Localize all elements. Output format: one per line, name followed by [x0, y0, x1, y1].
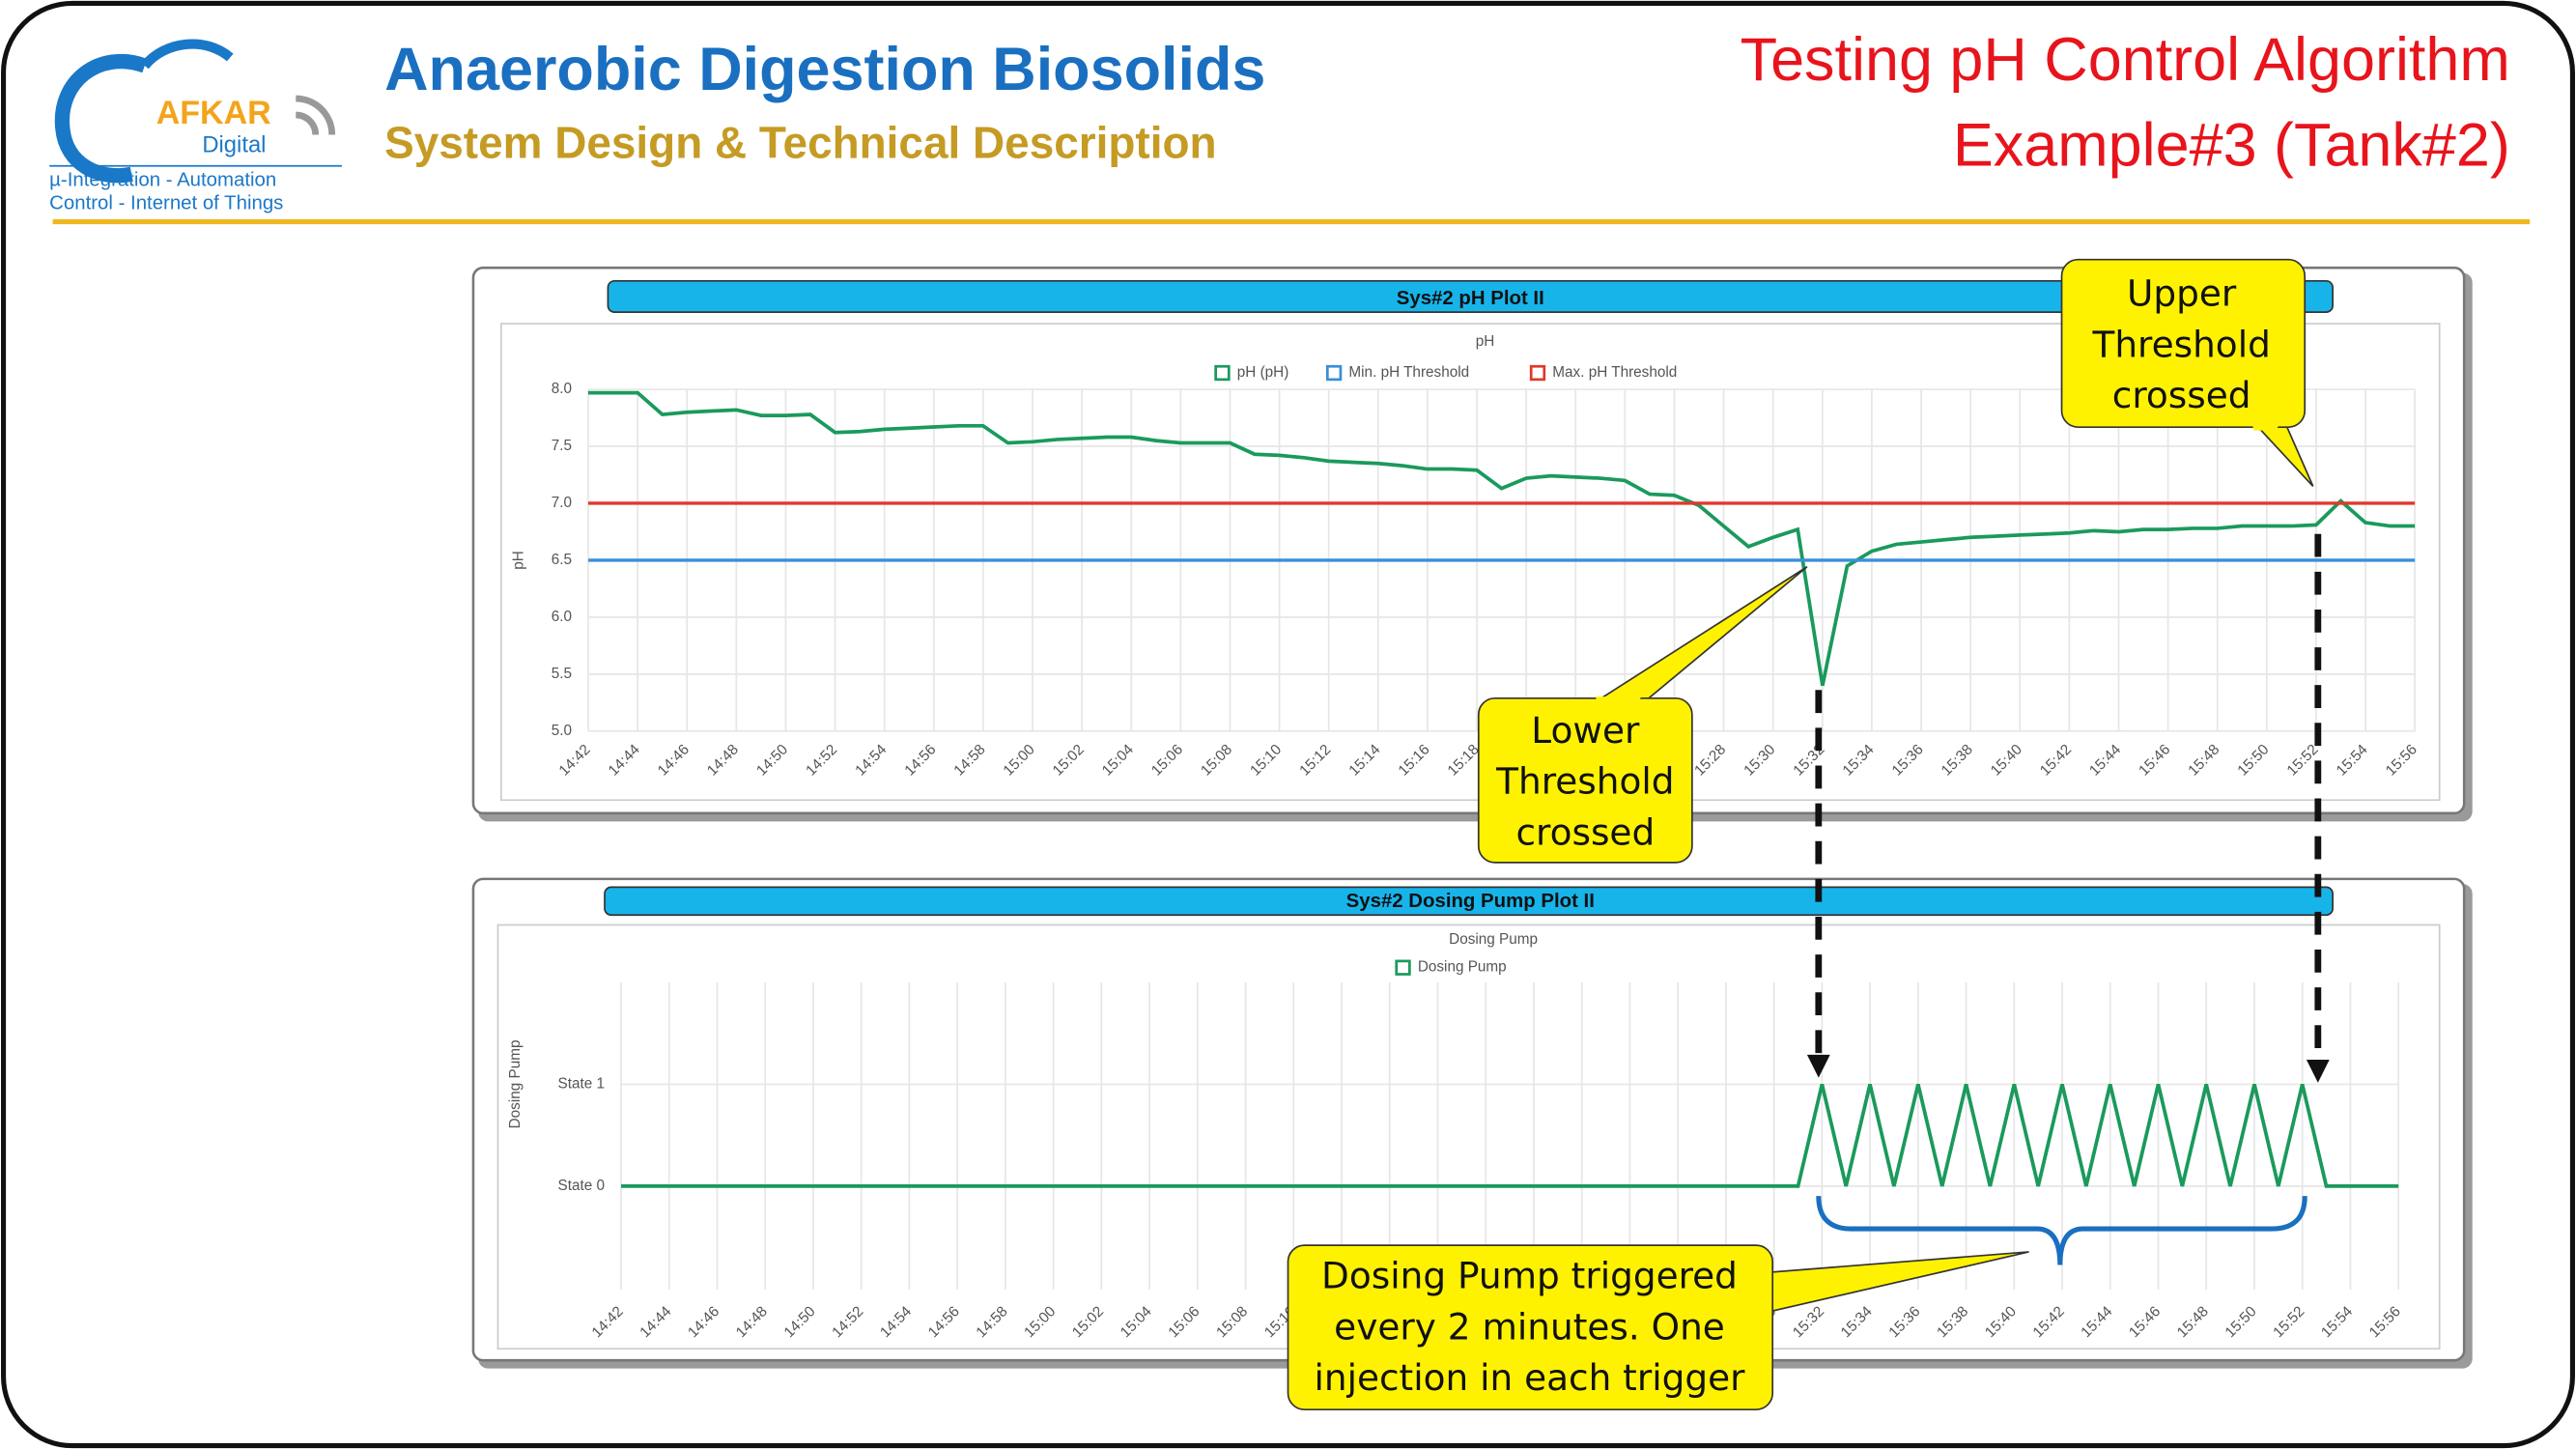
callout-box: [2060, 258, 2307, 429]
subtitle: System Design & Technical Description: [384, 117, 1216, 167]
y-axis-label: pH: [511, 551, 527, 570]
y-tick-label: 7.5: [552, 438, 572, 454]
logo-sub: Digital: [202, 132, 266, 158]
legend-label: Dosing Pump: [1418, 959, 1507, 976]
panel-title: Sys#2 pH Plot II: [1397, 288, 1544, 309]
callout-box: [1287, 1244, 1774, 1411]
callout: Dosing Pump triggered every 2 minutes. O…: [1287, 1244, 2029, 1411]
panel: Sys#2 pH Plot II: [471, 266, 2473, 822]
y-tick-label: 8.0: [552, 381, 572, 397]
callout-text: crossed: [1515, 810, 1655, 853]
brace: [1816, 1195, 2307, 1265]
y-tick-label: 5.5: [552, 666, 572, 682]
callout-text: Lower: [1531, 709, 1640, 752]
logo-signal: [296, 95, 336, 135]
callout-joint: [2250, 416, 2285, 431]
panel-header: [607, 279, 2334, 313]
callout-joint: [1757, 1274, 1771, 1313]
legend-label: pH (pH): [1237, 364, 1289, 381]
series-line: [621, 1084, 2399, 1188]
y-tick-label: State 0: [558, 1178, 605, 1194]
legend-label: Max. pH Threshold: [1552, 364, 1677, 381]
y-tick-label: 6.0: [552, 609, 572, 625]
y-tick-label: 6.5: [552, 552, 572, 568]
legend-swatch: [1325, 364, 1343, 382]
logo-cloud: [54, 54, 148, 184]
right-subtitle: Example#3 (Tank#2): [1953, 111, 2510, 179]
y-tick-label: 5.0: [552, 723, 572, 739]
callout: Upper Threshold crossed: [2060, 258, 2314, 487]
callout-joint: [1595, 696, 1642, 710]
callout-text: every 2 minutes. One: [1334, 1305, 1725, 1348]
series-line: [588, 390, 2416, 687]
callout-text: Dosing Pump triggered: [1321, 1255, 1738, 1297]
logo-line: Control - Internet of Things: [49, 192, 283, 213]
title: Anaerobic Digestion Biosolids: [384, 36, 1265, 103]
callout-text: Threshold: [2091, 323, 2270, 365]
chart-title: Dosing Pump: [1449, 931, 1538, 948]
legend-swatch: [1214, 364, 1231, 382]
callout-text: injection in each trigger: [1314, 1356, 1745, 1399]
panel-frame: [471, 266, 2466, 815]
right-title: Testing pH Control Algorithm: [1741, 26, 2510, 94]
chart-title: pH: [1476, 333, 1495, 350]
callout-text: Threshold: [1495, 760, 1674, 803]
y-tick-label: State 1: [558, 1075, 605, 1092]
arrow-head: [2306, 1059, 2330, 1083]
logo-cloud: [140, 39, 234, 70]
callout-text: crossed: [2112, 374, 2251, 416]
legend-label: Min. pH Threshold: [1348, 364, 1469, 381]
logo-name: AFKAR: [156, 95, 271, 131]
y-axis-label: Dosing Pump: [507, 1040, 524, 1129]
callout-box: [1477, 696, 1693, 864]
plot-frame: [500, 323, 2441, 802]
panel-header: [604, 886, 2334, 917]
legend-swatch: [1529, 364, 1546, 382]
legend-swatch: [1395, 959, 1411, 976]
logo: AFKAR Digital µ-Integration - Automation…: [49, 39, 342, 213]
y-tick-label: 7.0: [552, 495, 572, 511]
arrow-head: [1806, 1054, 1830, 1078]
callout: Lower Threshold crossed: [1477, 566, 1808, 864]
callout-text: Upper: [2127, 272, 2237, 315]
panel-title: Sys#2 Dosing Pump Plot II: [1346, 891, 1595, 912]
logo-line: µ-Integration - Automation: [49, 169, 276, 190]
pointers: [1806, 533, 2330, 1265]
